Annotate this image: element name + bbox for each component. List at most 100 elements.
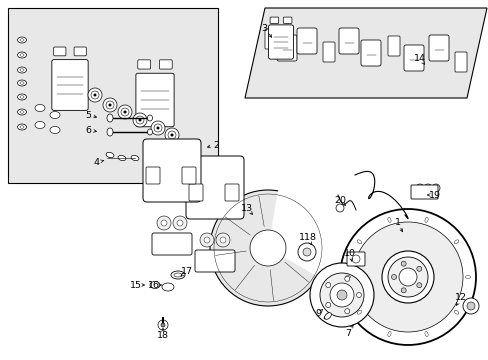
Circle shape <box>161 220 167 226</box>
Ellipse shape <box>18 109 26 115</box>
Text: 6: 6 <box>85 126 91 135</box>
FancyBboxPatch shape <box>454 52 466 72</box>
FancyBboxPatch shape <box>146 167 160 184</box>
Text: 9: 9 <box>314 310 320 319</box>
Circle shape <box>177 220 183 226</box>
Circle shape <box>309 263 373 327</box>
Ellipse shape <box>162 283 174 291</box>
FancyBboxPatch shape <box>136 73 174 127</box>
Ellipse shape <box>150 282 160 288</box>
Ellipse shape <box>387 217 390 222</box>
Text: 19: 19 <box>428 190 440 199</box>
FancyBboxPatch shape <box>296 28 316 54</box>
Circle shape <box>381 251 433 303</box>
Circle shape <box>156 126 159 130</box>
Ellipse shape <box>18 94 26 100</box>
Ellipse shape <box>424 217 427 222</box>
FancyBboxPatch shape <box>182 167 196 184</box>
FancyBboxPatch shape <box>268 25 293 59</box>
Circle shape <box>209 190 325 306</box>
Ellipse shape <box>18 124 26 130</box>
FancyBboxPatch shape <box>185 156 244 219</box>
Ellipse shape <box>131 156 139 161</box>
Ellipse shape <box>424 332 427 337</box>
Text: 1: 1 <box>394 217 400 226</box>
Text: 5: 5 <box>85 111 91 120</box>
Wedge shape <box>267 189 327 278</box>
Text: 12: 12 <box>454 293 466 302</box>
FancyBboxPatch shape <box>346 252 364 266</box>
Ellipse shape <box>147 115 152 121</box>
Circle shape <box>133 113 147 127</box>
FancyBboxPatch shape <box>159 60 172 69</box>
Ellipse shape <box>118 156 126 161</box>
Circle shape <box>220 237 225 243</box>
FancyBboxPatch shape <box>428 35 448 61</box>
Ellipse shape <box>174 273 182 277</box>
Circle shape <box>325 302 330 307</box>
Circle shape <box>387 257 427 297</box>
Circle shape <box>431 184 439 192</box>
Text: 3: 3 <box>261 23 266 32</box>
Text: 20: 20 <box>333 195 346 204</box>
Circle shape <box>170 134 173 136</box>
Ellipse shape <box>357 240 361 244</box>
FancyBboxPatch shape <box>189 184 203 201</box>
Ellipse shape <box>465 275 469 279</box>
Circle shape <box>329 283 353 307</box>
Circle shape <box>400 261 406 266</box>
Circle shape <box>88 88 102 102</box>
FancyBboxPatch shape <box>360 40 380 66</box>
FancyBboxPatch shape <box>338 28 358 54</box>
Circle shape <box>391 275 396 279</box>
Text: 13: 13 <box>241 203 253 212</box>
Circle shape <box>151 121 164 135</box>
Circle shape <box>138 118 141 122</box>
FancyBboxPatch shape <box>410 185 437 199</box>
Ellipse shape <box>357 310 361 314</box>
Circle shape <box>203 237 209 243</box>
Ellipse shape <box>50 112 60 118</box>
Polygon shape <box>244 8 486 98</box>
Circle shape <box>118 105 132 119</box>
Ellipse shape <box>147 129 152 135</box>
Circle shape <box>336 290 346 300</box>
FancyBboxPatch shape <box>152 233 192 255</box>
FancyBboxPatch shape <box>8 8 218 183</box>
Text: 7: 7 <box>345 328 350 338</box>
Circle shape <box>325 283 330 288</box>
Ellipse shape <box>50 126 60 134</box>
Circle shape <box>157 216 171 230</box>
Circle shape <box>249 230 285 266</box>
Text: 18: 18 <box>157 330 169 339</box>
Ellipse shape <box>387 332 390 337</box>
Circle shape <box>416 283 421 288</box>
Text: 15: 15 <box>130 280 142 289</box>
FancyBboxPatch shape <box>52 60 88 111</box>
Text: 16: 16 <box>148 280 160 289</box>
FancyBboxPatch shape <box>142 139 201 202</box>
Circle shape <box>173 216 186 230</box>
Circle shape <box>103 98 117 112</box>
Text: 4: 4 <box>94 158 100 166</box>
Ellipse shape <box>324 313 331 319</box>
Ellipse shape <box>107 128 113 136</box>
Circle shape <box>108 104 111 107</box>
Circle shape <box>303 248 310 256</box>
Ellipse shape <box>35 122 45 129</box>
FancyBboxPatch shape <box>283 17 291 23</box>
Ellipse shape <box>35 104 45 112</box>
Ellipse shape <box>107 114 113 122</box>
Circle shape <box>352 222 462 332</box>
FancyBboxPatch shape <box>323 42 334 62</box>
Circle shape <box>351 255 359 263</box>
Ellipse shape <box>18 67 26 73</box>
Ellipse shape <box>18 80 26 86</box>
Circle shape <box>335 204 343 212</box>
Text: 10: 10 <box>343 248 355 257</box>
Circle shape <box>216 233 229 247</box>
FancyBboxPatch shape <box>74 47 86 56</box>
Circle shape <box>161 323 164 327</box>
Ellipse shape <box>453 310 458 314</box>
Text: 2: 2 <box>213 140 219 149</box>
